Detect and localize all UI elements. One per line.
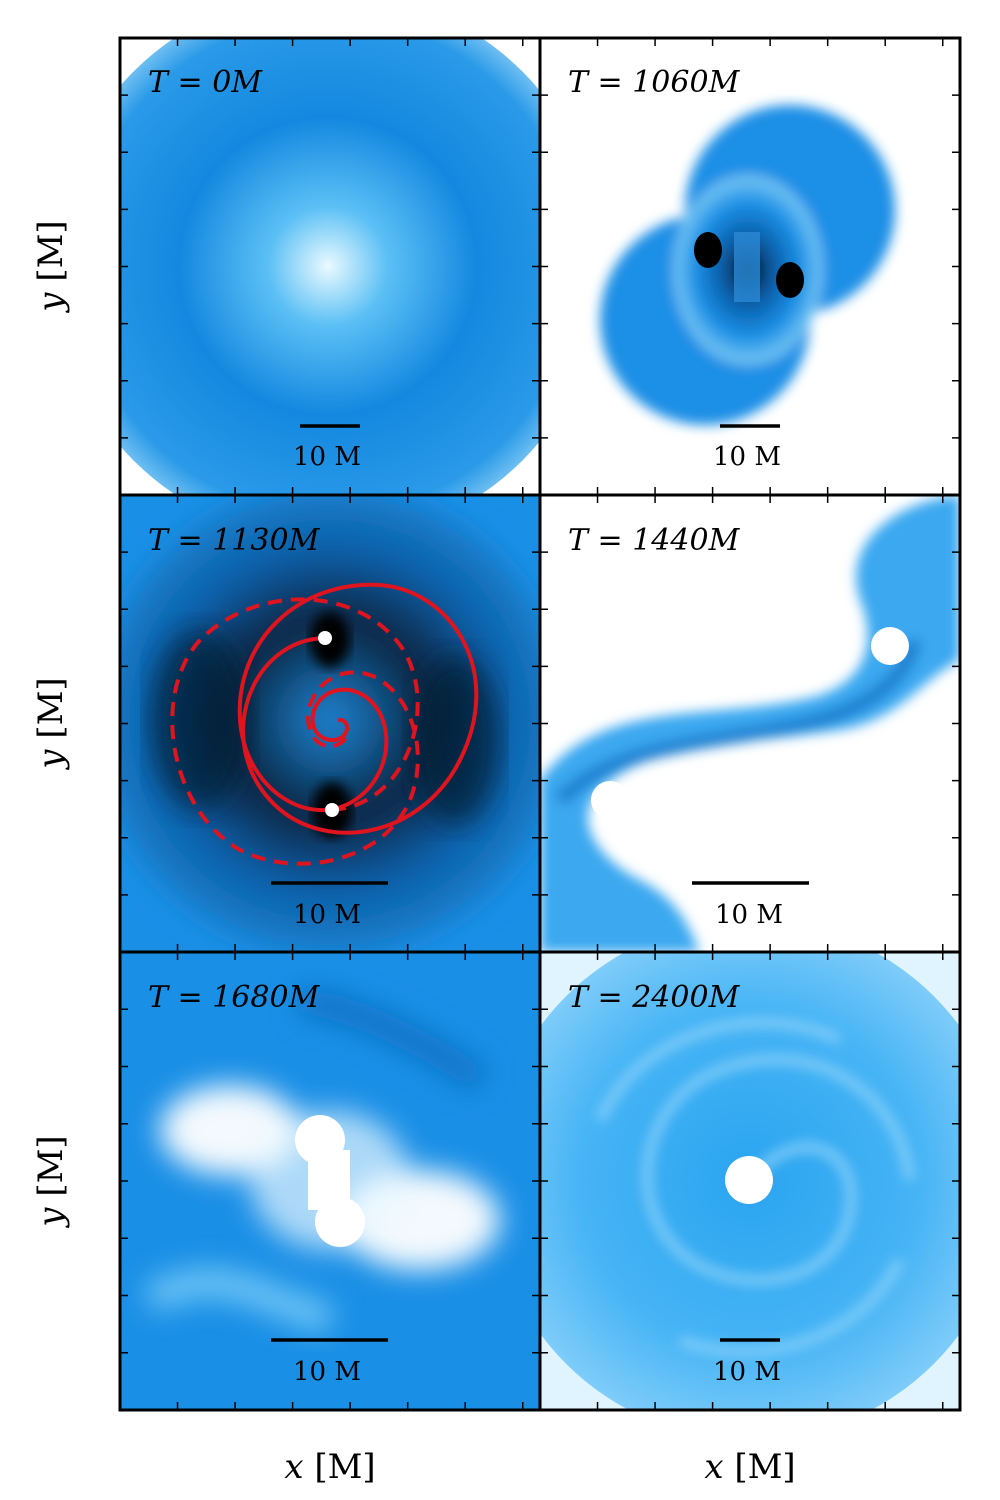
panel-time-label: T = 1440M — [568, 523, 741, 558]
panel-t1130 — [120, 495, 540, 952]
panel-time-label: T = 2400M — [568, 980, 741, 1015]
scale-bar-label: 10 M — [293, 1357, 361, 1387]
panel-time-label: T = 0M — [148, 65, 263, 100]
panel-time-label: T = 1130M — [148, 523, 321, 558]
trajectory-solid — [237, 582, 479, 835]
scale-bars — [271, 424, 809, 1342]
black-hole-1 — [694, 232, 722, 268]
black-hole-2 — [871, 627, 909, 665]
black-hole-1 — [591, 781, 629, 819]
panel-t1680 — [120, 952, 540, 1410]
trajectory-dashed — [170, 597, 420, 866]
black-hole-2 — [776, 262, 804, 298]
panel-t1440 — [540, 495, 960, 952]
panel-t0 — [120, 38, 540, 495]
black-hole-1 — [318, 631, 332, 645]
panel-t1060 — [540, 38, 960, 495]
y-axis-label: y [M] — [31, 1135, 71, 1228]
scale-bar-label: 10 M — [293, 900, 361, 930]
scale-bar-label: 10 M — [293, 442, 361, 472]
scale-bar-label: 10 M — [713, 442, 781, 472]
scale-bar-label: 10 M — [713, 1357, 781, 1387]
y-axis-label: y [M] — [31, 677, 71, 770]
x-axis-label: x [M] — [704, 1447, 795, 1487]
tick-marks — [120, 38, 960, 1410]
x-axis-label: x [M] — [284, 1447, 375, 1487]
panel-time-label: T = 1680M — [148, 980, 321, 1015]
black-hole-remnant — [725, 1156, 773, 1204]
scale-bar-label: 10 M — [715, 900, 783, 930]
y-axis-label: y [M] — [31, 220, 71, 313]
panel-time-label: T = 1060M — [568, 65, 741, 100]
panel-t2400 — [540, 952, 960, 1410]
black-hole-2 — [325, 803, 339, 817]
